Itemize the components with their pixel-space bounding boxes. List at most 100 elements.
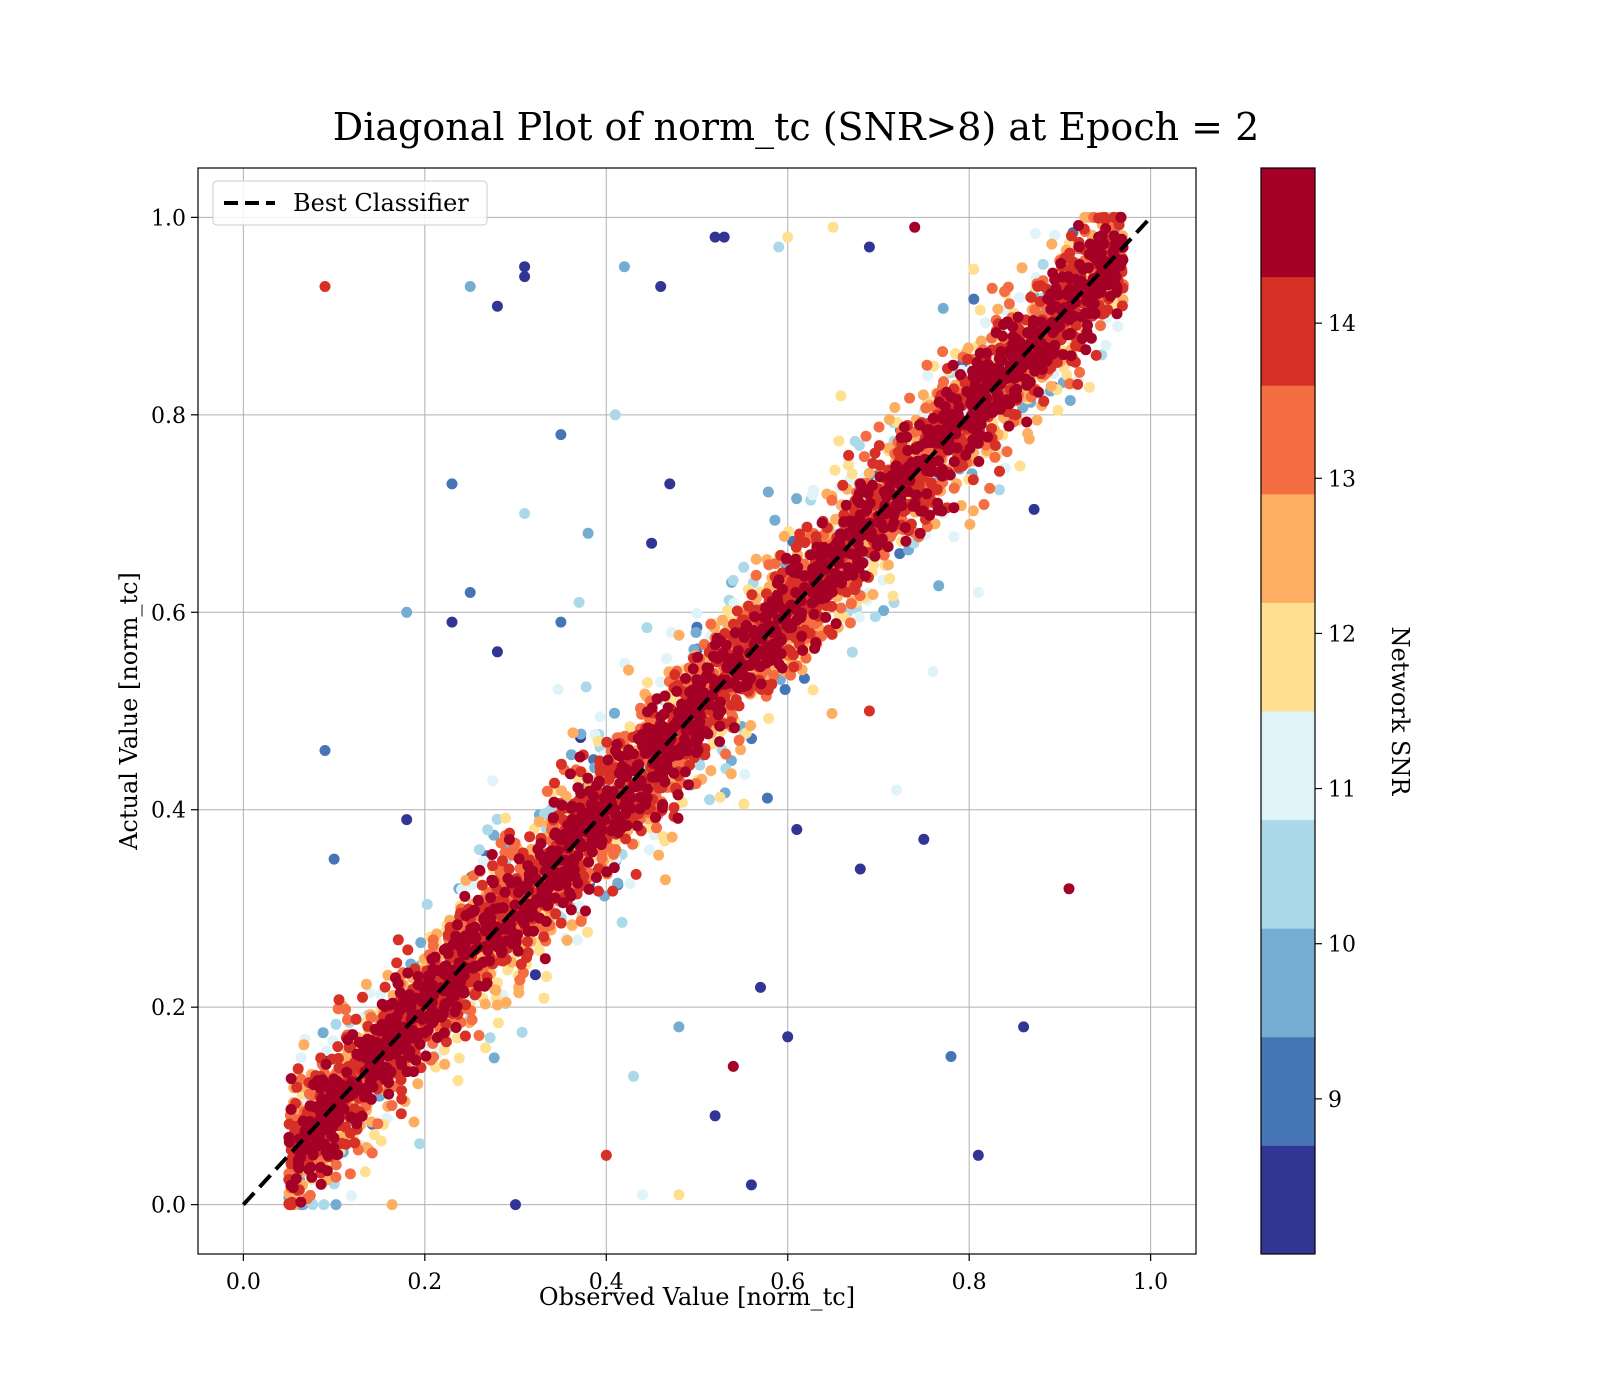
scatter-point <box>480 1042 492 1054</box>
scatter-point <box>937 302 949 314</box>
scatter-point <box>898 421 910 433</box>
scatter-point <box>295 1196 307 1208</box>
scatter-point <box>486 849 498 860</box>
scatter-point <box>975 335 987 347</box>
scatter-point <box>804 627 816 639</box>
scatter-point <box>631 820 643 832</box>
scatter-point <box>790 541 802 553</box>
scatter-point <box>375 1135 387 1147</box>
scatter-point <box>1055 257 1067 269</box>
scatter-point <box>892 446 904 458</box>
scatter-point <box>479 998 491 1010</box>
scatter-point <box>826 600 838 612</box>
scatter-point <box>964 518 976 530</box>
scatter-point <box>794 528 806 540</box>
scatter-point <box>509 899 521 911</box>
scatter-point <box>469 989 481 1001</box>
scatter-point <box>412 1078 424 1090</box>
scatter-point <box>910 489 922 501</box>
scatter-point <box>594 711 606 723</box>
scatter-point <box>450 1022 462 1033</box>
scatter-point <box>669 669 681 681</box>
scatter-point <box>473 1030 485 1041</box>
scatter-point <box>974 304 986 316</box>
scatter-point <box>365 1011 377 1023</box>
scatter-point <box>534 912 546 924</box>
scatter-point <box>874 471 886 483</box>
scatter-point <box>887 590 899 602</box>
scatter-point <box>285 1073 297 1085</box>
scatter-point <box>395 1055 407 1067</box>
scatter-point <box>704 794 715 806</box>
scatter-point <box>1038 395 1050 407</box>
scatter-point <box>427 940 439 952</box>
scatter-point <box>869 550 881 562</box>
scatter-point <box>607 885 619 897</box>
scatter-point <box>555 758 567 770</box>
scatter-point <box>921 488 933 500</box>
scatter-point <box>612 877 624 889</box>
scatter-point <box>491 813 503 825</box>
scatter-point <box>452 1075 464 1087</box>
scatter-point <box>714 791 726 803</box>
scatter-point <box>601 736 613 748</box>
scatter-point <box>882 559 894 571</box>
scatter-point <box>550 908 562 920</box>
scatter-point <box>412 979 424 991</box>
scatter-point <box>496 855 508 867</box>
scatter-point <box>414 1138 426 1150</box>
scatter-point <box>1028 503 1040 515</box>
scatter-point <box>463 929 475 941</box>
scatter-point <box>420 1050 432 1062</box>
scatter-point <box>332 1003 344 1015</box>
scatter-point <box>996 355 1008 367</box>
scatter-point <box>884 573 896 585</box>
scatter-point <box>453 1052 465 1064</box>
scatter-point <box>459 1030 471 1042</box>
scatter-point <box>1083 381 1095 393</box>
scatter-point <box>499 886 511 898</box>
scatter-point <box>522 860 534 872</box>
scatter-point <box>516 1026 528 1038</box>
scatter-point <box>317 1027 329 1039</box>
scatter-point <box>705 618 717 630</box>
scatter-point <box>895 432 907 444</box>
scatter-point <box>920 402 932 414</box>
scatter-point <box>993 484 1005 496</box>
scatter-point <box>474 864 486 876</box>
scatter-point <box>421 898 433 910</box>
scatter-point <box>532 843 544 855</box>
scatter-point <box>1037 258 1049 270</box>
scatter-point <box>590 872 602 883</box>
scatter-point <box>641 622 653 634</box>
scatter-point <box>402 944 414 956</box>
scatter-point <box>350 1013 362 1025</box>
scatter-point <box>459 890 471 902</box>
scatter-point <box>487 860 499 872</box>
scatter-point <box>679 766 691 778</box>
scatter-point <box>714 736 726 748</box>
scatter-point <box>715 650 727 662</box>
scatter-point <box>927 412 939 424</box>
scatter-point <box>867 589 879 600</box>
scatter-point <box>841 586 853 598</box>
scatter-point <box>820 611 832 623</box>
scatter-point <box>592 885 604 897</box>
scatter-point <box>989 440 1001 451</box>
scatter-point <box>608 848 620 860</box>
scatter-point <box>948 482 960 494</box>
scatter-point <box>917 389 929 401</box>
scatter-point <box>992 303 1004 315</box>
scatter-point <box>1073 220 1084 231</box>
scatter-point <box>1046 238 1058 250</box>
scatter-point <box>533 816 545 828</box>
scatter-point <box>1100 214 1112 226</box>
scatter-point <box>750 553 762 565</box>
scatter-point <box>810 531 822 542</box>
scatter-point <box>1045 303 1057 315</box>
scatter-point <box>932 446 944 458</box>
scatter-point <box>513 853 525 865</box>
scatter-point <box>853 611 865 623</box>
scatter-point <box>466 1014 478 1026</box>
scatter-point <box>785 645 796 657</box>
